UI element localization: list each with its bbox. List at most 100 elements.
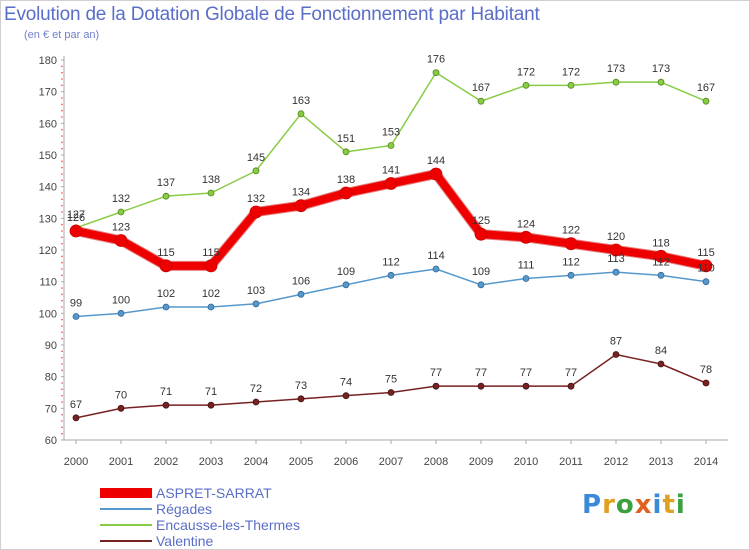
data-label: 167 (472, 82, 490, 94)
y-tick-label: 70 (45, 403, 57, 415)
y-minor-tick (61, 382, 63, 384)
y-minor-tick (61, 388, 63, 391)
legend-swatch-regades (100, 508, 152, 510)
data-point (477, 382, 485, 390)
data-point (612, 78, 620, 86)
data-point (117, 208, 125, 216)
data-point (384, 177, 398, 190)
y-tick-label: 150 (39, 150, 57, 162)
series-line-encausse-les-thermes (75, 71, 707, 229)
y-minor-tick (61, 71, 63, 74)
y-minor-tick (61, 413, 63, 416)
data-label: 122 (562, 225, 580, 237)
legend-item-aspret-sarrat: ASPRET-SARRAT (100, 485, 420, 501)
data-point (519, 230, 533, 244)
x-tick-label: 2002 (154, 456, 178, 468)
data-label: 151 (337, 133, 355, 145)
data-label: 153 (382, 127, 400, 139)
data-label: 124 (517, 218, 535, 230)
data-point (657, 78, 665, 86)
y-minor-tick (61, 179, 63, 182)
data-point (477, 97, 485, 105)
logo-letter: t (662, 490, 676, 520)
data-point (477, 281, 485, 289)
legend-label-valentine: Valentine (156, 533, 214, 549)
y-tick-label: 110 (39, 277, 57, 289)
y-minor-tick (61, 109, 63, 112)
y-minor-tick (61, 261, 63, 264)
data-point (339, 186, 353, 200)
legend-label-encausse: Encausse-les-Thermes (156, 517, 300, 533)
chart-title: Evolution de la Dotation Globale de Fonc… (4, 4, 540, 25)
data-label: 77 (565, 367, 577, 379)
y-minor-tick (61, 147, 63, 150)
y-minor-tick (61, 230, 63, 232)
data-label: 134 (292, 187, 310, 199)
data-point (72, 414, 80, 422)
data-point (702, 379, 710, 387)
data-point (702, 97, 710, 105)
y-minor-tick (61, 192, 63, 194)
y-minor-tick (61, 116, 63, 118)
y-minor-tick (61, 135, 63, 137)
data-label: 77 (520, 367, 532, 379)
data-point (432, 382, 440, 390)
data-point (252, 167, 260, 175)
data-label: 73 (295, 380, 307, 392)
data-label: 109 (337, 266, 355, 278)
x-tick-label: 2003 (199, 456, 223, 468)
y-minor-tick (61, 426, 63, 429)
data-point (657, 271, 665, 279)
y-minor-tick (61, 337, 63, 340)
y-minor-tick (61, 356, 63, 359)
data-label: 78 (700, 364, 712, 376)
data-point (297, 290, 305, 298)
x-tick-label: 2013 (649, 456, 673, 468)
data-point (387, 389, 395, 396)
data-label: 115 (202, 247, 220, 259)
x-tick-label: 2008 (424, 456, 448, 468)
data-label: 100 (112, 294, 130, 306)
legend-label-regades: Régades (156, 501, 213, 517)
data-point (297, 110, 305, 118)
data-label: 77 (475, 367, 487, 379)
logo-letter: x (634, 490, 653, 520)
data-label: 132 (247, 193, 265, 205)
data-label: 99 (70, 298, 82, 310)
y-minor-tick (61, 65, 63, 68)
logo-letter: r (602, 490, 616, 520)
y-minor-tick (61, 204, 63, 207)
y-tick-label: 180 (39, 55, 57, 67)
data-label: 138 (202, 174, 220, 186)
data-point (567, 271, 575, 279)
data-label: 77 (430, 367, 442, 379)
data-point (69, 224, 83, 238)
y-tick-label: 170 (39, 87, 57, 99)
data-point (699, 259, 713, 273)
x-tick-label: 2001 (109, 456, 133, 468)
data-point (72, 313, 80, 320)
y-minor-tick (61, 103, 63, 106)
y-minor-tick (61, 306, 63, 308)
data-point (342, 281, 350, 289)
y-tick-label: 120 (39, 245, 57, 257)
y-minor-tick (61, 369, 63, 372)
y-tick-label: 90 (45, 340, 57, 352)
data-point (474, 227, 488, 241)
data-point (567, 382, 575, 390)
y-minor-tick (61, 432, 63, 435)
x-tick-label: 2006 (334, 456, 358, 468)
y-tick-label: 60 (45, 435, 57, 447)
data-point (252, 300, 260, 308)
data-point (117, 404, 125, 412)
legend-swatch-valentine (100, 540, 152, 542)
data-point (207, 401, 215, 409)
data-label: 126 (67, 212, 85, 224)
chart-subtitle: (en € et par an) (24, 29, 100, 41)
y-minor-tick (61, 325, 63, 327)
data-label: 176 (427, 54, 445, 66)
data-point (612, 351, 620, 358)
data-label: 132 (112, 193, 130, 205)
y-minor-tick (61, 318, 63, 321)
